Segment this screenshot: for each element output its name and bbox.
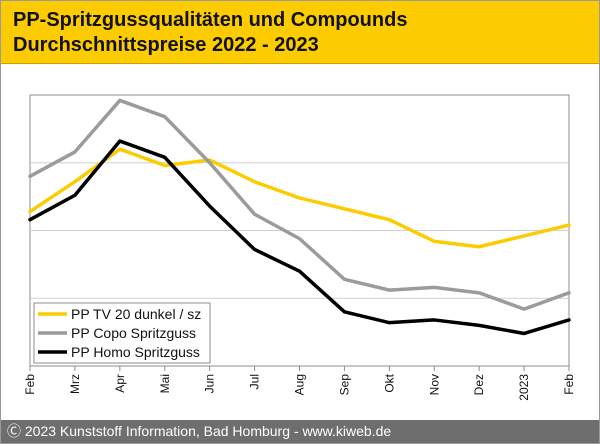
series-line-3 — [28, 139, 571, 336]
line-chart: Feb Mrz Apr Mai Jun Jul Aug Sep Okt Nov Dez 2023 Feb… — [23, 94, 576, 401]
x-tick-label: Sep — [337, 374, 351, 396]
x-tick-label: Okt — [382, 373, 396, 392]
x-tick-label: Nov — [427, 374, 441, 395]
x-tick-label: Jun — [203, 374, 217, 393]
footer-bar: Ⓒ 2023 Kunststoff Information, Bad Hombu… — [1, 420, 599, 443]
chart-title: PP-Spritzgussqualitäten und Compounds Du… — [13, 8, 407, 58]
title-line-1: PP-Spritzgussqualitäten und Compounds — [13, 9, 408, 31]
x-tick-label: Feb — [562, 374, 576, 395]
series-line-1 — [28, 147, 571, 249]
x-tick-label: 2023 — [517, 374, 531, 401]
legend-label-2: PP Copo Spritzguss — [71, 325, 196, 341]
x-tick-label: Mai — [158, 374, 172, 393]
title-line-2: Durchschnittspreise 2022 - 2023 — [13, 34, 319, 56]
x-tick-label: Aug — [293, 374, 307, 395]
copyright-text: Ⓒ 2023 Kunststoff Information, Bad Hombu… — [7, 423, 392, 439]
legend-label-3: PP Homo Spritzguss — [71, 344, 200, 360]
x-tick-label: Apr — [113, 374, 127, 393]
x-tick-label: Feb — [23, 374, 37, 395]
x-tick-label: Dez — [472, 374, 486, 395]
legend-label-1: PP TV 20 dunkel / sz — [71, 306, 201, 322]
x-tick-label: Mrz — [68, 374, 82, 394]
series-line-2 — [28, 98, 571, 311]
chart-header: PP-Spritzgussqualitäten und Compounds Du… — [1, 1, 599, 64]
x-tick-label: Jul — [248, 374, 262, 389]
